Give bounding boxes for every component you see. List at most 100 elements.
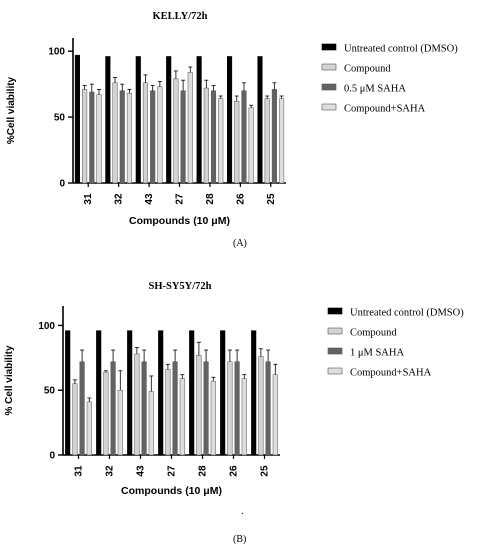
panel-label-a: (A) [233, 238, 247, 249]
bar-3 [241, 90, 247, 184]
bar-1 [158, 330, 164, 456]
bar-1 [127, 330, 133, 456]
legend-label-2: Compound [344, 64, 391, 75]
bar-4 [148, 391, 154, 456]
y-tick-label: 100 [48, 47, 65, 58]
bar-3 [119, 90, 125, 184]
bar-4 [117, 389, 123, 456]
bar-3 [172, 361, 178, 456]
bar-1 [227, 56, 233, 184]
chart-title: KELLY/72h [152, 11, 207, 22]
legend-label-4: Compound+SAHA [344, 104, 426, 115]
x-tick-label: 28 [205, 193, 216, 205]
x-axis-label: Compounds (10 μM) [121, 485, 222, 497]
legend-label-3: 0.5 μM SAHA [344, 84, 406, 95]
footnote-dot: . [241, 506, 244, 517]
bar-3 [110, 361, 116, 456]
bar-3 [89, 91, 95, 184]
bar-2 [264, 98, 270, 184]
bar-4 [248, 107, 254, 184]
bar-2 [203, 87, 209, 184]
x-tick-label: 32 [105, 465, 116, 477]
legend-swatch-4 [327, 367, 343, 375]
x-tick-label: 28 [198, 465, 209, 477]
x-tick-label: 26 [235, 193, 246, 205]
y-tick-label: 0 [59, 179, 65, 190]
legend-label-4: Compound+SAHA [350, 368, 432, 379]
bar-1 [65, 330, 71, 456]
bar-3 [271, 89, 277, 184]
legend: Untreated control (DMSO) Compound 1 μM SAH… [327, 307, 464, 379]
bar-2 [82, 89, 88, 184]
bar-4 [187, 72, 193, 184]
bar-4 [279, 98, 285, 184]
legend-swatch-3 [321, 83, 337, 91]
x-tick-label: 26 [229, 465, 240, 477]
bar-1 [96, 330, 102, 456]
bar-1 [135, 56, 141, 184]
bar-2 [142, 82, 149, 184]
panel-label-b: (B) [233, 534, 247, 545]
bar-4 [218, 98, 224, 184]
bar-4 [179, 378, 185, 456]
bar-2 [103, 371, 109, 456]
bar-3 [150, 90, 156, 184]
x-tick-label: 25 [266, 193, 277, 205]
bar-3 [265, 361, 271, 456]
bar-3 [141, 361, 147, 456]
y-tick-label: 0 [49, 451, 55, 462]
y-tick-label: 50 [54, 113, 66, 124]
legend-swatch-3 [327, 347, 343, 355]
bar-2 [165, 369, 171, 456]
x-tick-label: 27 [175, 193, 186, 205]
bar-2 [258, 356, 264, 456]
bar-4 [157, 86, 163, 184]
legend-swatch-1 [327, 307, 343, 315]
bar-1 [257, 56, 263, 184]
bar-2 [196, 354, 202, 456]
x-tick-label: 31 [74, 465, 85, 477]
bar-3 [234, 361, 240, 456]
bar-2 [227, 361, 233, 456]
legend-swatch-4 [321, 103, 337, 111]
legend-label-1: Untreated control (DMSO) [350, 308, 464, 319]
chart-1: KELLY/72h 0 50 100 %Cell viability 31 32 43 27 28… [6, 11, 458, 227]
bar-1 [220, 330, 226, 456]
y-axis-label: %Cell viability [6, 76, 17, 144]
x-axis-label: Compounds (10 μM) [129, 215, 230, 227]
x-tick-label: 32 [114, 193, 125, 205]
bar-4 [86, 401, 92, 456]
bar-1 [74, 54, 80, 184]
chart-title: SH-SY5Y/72h [148, 281, 211, 292]
y-tick-label: 100 [38, 321, 55, 332]
x-tick-label: 31 [83, 193, 94, 205]
bar-1 [251, 330, 257, 456]
bar-4 [272, 374, 278, 456]
bar-2 [173, 78, 179, 184]
legend-swatch-2 [327, 327, 343, 335]
bar-2 [72, 383, 78, 456]
bar-1 [166, 56, 172, 184]
x-tick-label: 27 [167, 465, 178, 477]
y-axis-label: % Cell viability [4, 345, 15, 415]
bar-1 [196, 56, 202, 184]
bar-2 [134, 353, 140, 456]
x-tick-label: 25 [260, 465, 271, 477]
y-tick-label: 50 [44, 386, 56, 397]
bar-3 [203, 361, 209, 456]
legend-swatch-1 [321, 43, 337, 51]
bar-1 [105, 56, 111, 184]
bar-4 [96, 94, 102, 184]
legend: Untreated control (DMSO) Compound 0.5 μM S… [321, 43, 458, 115]
bar-4 [210, 380, 216, 456]
chart-2: SH-SY5Y/72h 0 50 100 % Cell viability 31 32 43 2… [4, 281, 464, 497]
legend-swatch-2 [321, 63, 337, 71]
bar-2 [234, 101, 240, 184]
bar-3 [210, 90, 217, 184]
bar-1 [189, 330, 195, 456]
bar-4 [126, 93, 132, 184]
bar-3 [180, 90, 186, 184]
bar-3 [79, 361, 85, 456]
legend-label-1: Untreated control (DMSO) [344, 44, 458, 55]
